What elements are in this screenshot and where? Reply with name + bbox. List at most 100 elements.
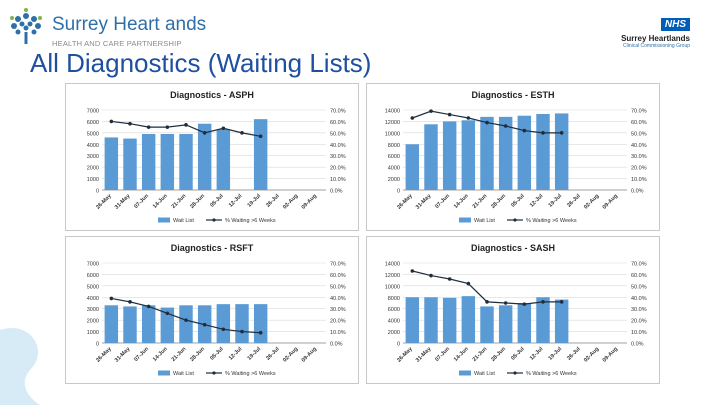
x-tick-label: 21-Jun	[171, 346, 188, 363]
y2-tick-label: 0.0%	[330, 189, 343, 195]
bar-07-Jun	[141, 134, 156, 190]
y2-tick-label: 10.0%	[631, 330, 647, 336]
line-point	[429, 273, 433, 278]
y2-tick-label: 70.0%	[330, 262, 346, 268]
x-tick-label: 07-Jun	[133, 346, 150, 363]
chart-sash: Diagnostics - SASH 14000 12000 10000 8000 600…	[385, 243, 647, 377]
nhs-organisation-subtitle: Clinical Commissioning Group	[623, 43, 690, 49]
y2-tick-label: 30.0%	[330, 154, 346, 160]
y-tick-label: 2000	[87, 319, 99, 325]
y-tick-label: 0	[397, 189, 400, 195]
y-tick-label: 5000	[87, 131, 99, 137]
x-tick-label: 05-Jul	[209, 193, 225, 209]
line-point	[522, 128, 527, 133]
y-tick-label: 12000	[385, 273, 400, 279]
legend-label: % Waiting >6 Weeks	[526, 371, 577, 377]
line-point	[466, 281, 471, 286]
x-tick-label: 05-Jul	[510, 346, 526, 362]
bar-05-Jul	[517, 115, 532, 190]
x-tick-label: 02-Aug	[583, 193, 600, 210]
y-tick-label: 4000	[388, 319, 400, 325]
y2-tick-label: 10.0%	[330, 177, 346, 183]
y2-tick-label: 50.0%	[330, 284, 346, 290]
y2-tick-label: 70.0%	[330, 109, 346, 115]
x-tick-label: 31-May	[114, 193, 132, 211]
x-tick-label: 26-Jul	[566, 193, 582, 209]
x-tick-label: 31-May	[415, 346, 433, 364]
bar-07-Jun	[442, 121, 457, 190]
y2-tick-label: 10.0%	[330, 330, 346, 336]
y2-tick-label: 10.0%	[631, 177, 647, 183]
line-point	[485, 120, 489, 125]
y-tick-label: 4000	[388, 166, 400, 172]
line-point	[221, 126, 226, 131]
bar-31-May	[424, 297, 438, 343]
y-tick-label: 1000	[87, 330, 99, 336]
y2-tick-label: 20.0%	[330, 166, 346, 172]
x-tick-label: 07-Jun	[434, 193, 451, 210]
chart-title: Diagnostics - SASH	[471, 243, 555, 253]
x-tick-label: 19-Jul	[548, 193, 564, 209]
y-tick-label: 3000	[87, 154, 99, 160]
bar-19-Jul	[253, 119, 268, 190]
y-tick-label: 6000	[388, 154, 400, 160]
line-point	[184, 318, 188, 322]
x-tick-label: 28-Jun	[490, 193, 507, 210]
x-tick-label: 26-May	[95, 346, 113, 364]
y2-tick-label: 0.0%	[631, 189, 644, 195]
bar-14-Jun	[160, 307, 175, 343]
y2-tick-label: 40.0%	[631, 296, 647, 302]
y-tick-label: 14000	[385, 262, 400, 268]
line-point	[109, 119, 114, 124]
x-tick-label: 12-Jul	[228, 346, 244, 362]
line-point	[128, 300, 132, 304]
line-point	[429, 109, 433, 113]
legend-swatch-marker	[212, 371, 216, 375]
x-tick-label: 07-Jun	[133, 193, 150, 210]
chart-panel-asph: Diagnostics - ASPH 7000 6000 5000 4000 3000 20…	[65, 83, 359, 231]
bar-21-Jun	[179, 134, 193, 190]
x-tick-label: 14-Jun	[453, 346, 470, 363]
x-tick-label: 14-Jun	[152, 346, 169, 363]
legend-label: Wait List	[173, 218, 194, 224]
y-tick-label: 10000	[385, 284, 400, 290]
line-point	[165, 311, 170, 316]
x-tick-label: 05-Jul	[209, 346, 225, 362]
y2-tick-label: 50.0%	[330, 131, 346, 137]
bar-07-Jun	[442, 297, 457, 343]
y2-tick-label: 60.0%	[330, 120, 346, 126]
y2-tick-label: 70.0%	[631, 262, 647, 268]
bar-26-May	[405, 297, 420, 343]
line-point	[109, 296, 114, 301]
line-point	[146, 304, 151, 309]
line-point	[559, 300, 564, 304]
legend-label: % Waiting >6 Weeks	[526, 218, 577, 224]
x-tick-label: 26-Jul	[566, 346, 582, 362]
y2-tick-label: 30.0%	[330, 307, 346, 313]
bar-14-Jun	[461, 296, 476, 343]
chart-esth: Diagnostics - ESTH 14000 12000 10000 8000 600…	[385, 90, 647, 224]
bar-26-May	[405, 144, 420, 190]
chart-panel-sash: Diagnostics - SASH 14000 12000 10000 8000 600…	[366, 236, 660, 384]
y-tick-label: 0	[96, 189, 99, 195]
bar-26-May	[104, 137, 119, 190]
chart-title: Diagnostics - RSFT	[171, 243, 254, 253]
legend-label: % Waiting >6 Weeks	[225, 218, 276, 224]
line-point	[128, 121, 132, 126]
x-tick-label: 19-Jul	[548, 346, 564, 362]
line-point	[503, 301, 508, 305]
x-tick-label: 09-Aug	[602, 346, 619, 363]
y-tick-label: 6000	[87, 273, 99, 279]
x-tick-label: 28-Jun	[490, 346, 507, 363]
x-tick-label: 26-Jul	[265, 346, 281, 362]
y-tick-label: 10000	[385, 131, 400, 137]
chart-asph: Diagnostics - ASPH 7000 6000 5000 4000 3000 20…	[87, 90, 346, 224]
y-tick-label: 8000	[388, 296, 400, 302]
bar-05-Jul	[216, 304, 231, 343]
x-tick-label: 19-Jul	[247, 193, 263, 209]
bar-19-Jul	[253, 304, 268, 343]
y-tick-label: 6000	[87, 120, 99, 126]
y2-tick-label: 60.0%	[631, 273, 647, 279]
bar-28-Jun	[197, 123, 212, 190]
line-point	[503, 124, 508, 128]
